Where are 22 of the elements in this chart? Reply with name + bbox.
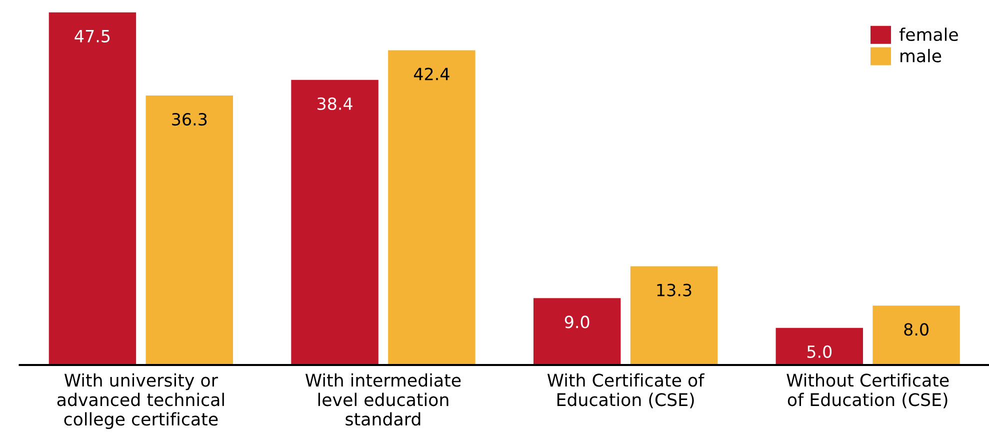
x-tick-label: With Certificate of Education (CSE) — [547, 373, 705, 408]
legend-label: female — [899, 28, 958, 42]
data-label: 9.0 — [564, 316, 590, 328]
bar — [388, 50, 476, 365]
bar — [630, 266, 718, 365]
data-label: 5.0 — [807, 345, 832, 358]
bar — [146, 95, 234, 365]
data-label: 13.3 — [657, 284, 692, 296]
bar — [48, 12, 136, 365]
data-label: 8.0 — [904, 323, 928, 336]
bar — [533, 298, 621, 365]
x-tick-label: Without Certificate of Education (CSE) — [786, 373, 949, 408]
bar — [776, 328, 863, 365]
data-label: 47.5 — [74, 30, 110, 42]
bar — [291, 80, 378, 365]
bar — [872, 306, 960, 365]
x-tick-label: With intermediate level education standard — [305, 373, 461, 426]
data-label: 38.4 — [317, 97, 352, 110]
data-label: 36.3 — [172, 112, 207, 126]
legend-label: male — [900, 48, 942, 62]
x-tick-label: With university or advanced technical college certificate — [57, 373, 224, 430]
data-label: 42.4 — [414, 68, 450, 80]
